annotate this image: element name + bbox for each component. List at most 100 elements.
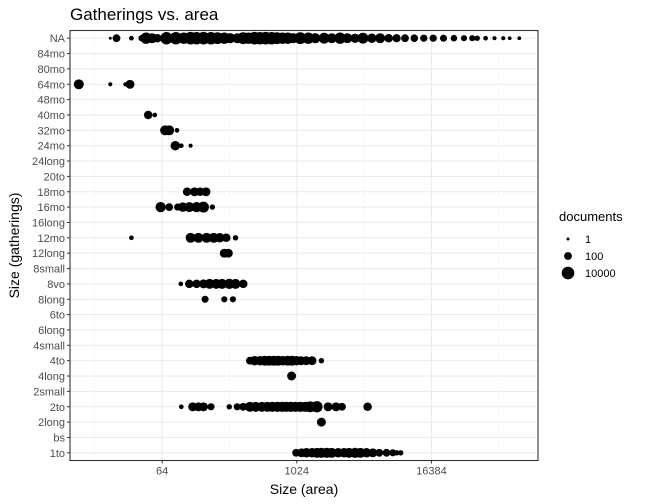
y-axis-title: Size (gatherings) bbox=[6, 193, 22, 299]
legend: documents 1 100 10000 bbox=[559, 209, 623, 280]
data-point bbox=[174, 127, 180, 133]
y-tick-label: 6long bbox=[38, 325, 65, 337]
data-point bbox=[178, 281, 184, 287]
legend-label: 100 bbox=[585, 251, 603, 263]
data-point bbox=[287, 371, 297, 381]
data-point bbox=[318, 32, 330, 44]
x-tick-label: 64 bbox=[156, 466, 168, 478]
data-point bbox=[492, 36, 497, 41]
legend-label: 1 bbox=[585, 234, 591, 246]
data-point bbox=[382, 448, 391, 457]
data-point bbox=[108, 36, 112, 40]
y-tick-label: 2to bbox=[50, 402, 65, 414]
data-point bbox=[160, 32, 173, 45]
y-tick-label: 4long bbox=[38, 371, 65, 383]
y-tick-label: bs bbox=[53, 432, 65, 444]
data-point bbox=[155, 202, 166, 213]
data-point bbox=[517, 36, 522, 41]
data-point bbox=[152, 112, 158, 118]
data-point bbox=[225, 33, 236, 44]
data-point bbox=[239, 402, 248, 411]
data-point bbox=[368, 448, 378, 458]
data-point bbox=[294, 32, 307, 45]
x-axis: 64 1024 16384 bbox=[156, 460, 447, 478]
data-point bbox=[215, 233, 225, 243]
data-point bbox=[323, 402, 333, 412]
y-tick-label: 8long bbox=[38, 294, 65, 306]
data-point bbox=[199, 402, 208, 412]
x-tick-label: 16384 bbox=[416, 466, 447, 478]
data-point bbox=[129, 235, 134, 241]
data-point bbox=[108, 82, 113, 87]
y-tick-label: 12long bbox=[32, 248, 65, 260]
y-tick-label: 20to bbox=[44, 171, 65, 183]
data-point bbox=[209, 204, 216, 210]
y-tick-label: 64mo bbox=[37, 79, 65, 91]
y-tick-label: 32mo bbox=[37, 125, 65, 137]
data-point bbox=[392, 34, 401, 43]
panel-background bbox=[70, 30, 538, 461]
y-tick-label: 40mo bbox=[37, 110, 65, 122]
data-point bbox=[338, 402, 346, 411]
data-point bbox=[238, 279, 248, 289]
data-point bbox=[125, 79, 135, 89]
data-point bbox=[170, 140, 181, 151]
data-point bbox=[316, 417, 326, 427]
data-point bbox=[483, 35, 488, 41]
data-point bbox=[201, 187, 211, 197]
data-point bbox=[185, 232, 196, 243]
data-point bbox=[230, 278, 241, 289]
data-point bbox=[318, 358, 325, 364]
y-tick-label: 6to bbox=[50, 310, 65, 322]
data-point bbox=[460, 35, 468, 42]
legend-label: 10000 bbox=[585, 268, 616, 280]
data-point bbox=[188, 143, 193, 148]
data-point bbox=[375, 448, 384, 457]
data-point bbox=[439, 34, 448, 42]
data-point bbox=[350, 33, 360, 43]
data-points bbox=[73, 31, 522, 458]
data-point bbox=[410, 34, 419, 42]
data-point bbox=[192, 279, 201, 289]
y-tick-label: 4small bbox=[33, 340, 65, 352]
legend-title: documents bbox=[559, 209, 623, 224]
x-axis-title: Size (area) bbox=[270, 481, 338, 497]
data-point bbox=[217, 278, 228, 289]
data-point bbox=[73, 79, 84, 90]
data-point bbox=[182, 187, 192, 197]
y-tick-label: 8small bbox=[33, 264, 65, 276]
panel-border bbox=[69, 29, 539, 462]
data-point bbox=[384, 33, 393, 43]
legend-key bbox=[561, 266, 575, 280]
data-point bbox=[112, 34, 121, 43]
data-point bbox=[311, 401, 323, 413]
y-tick-label: 80mo bbox=[37, 64, 65, 76]
legend-key bbox=[566, 237, 570, 241]
data-point bbox=[326, 33, 337, 44]
data-point bbox=[367, 33, 377, 43]
data-point bbox=[164, 125, 175, 136]
data-point bbox=[342, 33, 353, 44]
data-point bbox=[450, 34, 458, 42]
x-tick-label: 1024 bbox=[285, 466, 309, 478]
data-point bbox=[310, 33, 321, 44]
data-point bbox=[357, 32, 369, 44]
legend-key bbox=[564, 252, 572, 260]
data-point bbox=[507, 36, 512, 41]
data-point bbox=[375, 33, 386, 44]
y-tick-label: 24mo bbox=[37, 141, 65, 153]
data-point bbox=[226, 404, 232, 410]
data-point bbox=[334, 32, 346, 44]
y-tick-label: NA bbox=[50, 33, 66, 45]
data-point bbox=[201, 232, 212, 243]
y-tick-label: 16mo bbox=[37, 202, 65, 214]
y-tick-label: 16long bbox=[32, 217, 65, 229]
y-tick-label: 1to bbox=[50, 448, 65, 460]
y-tick-label: 8vo bbox=[47, 279, 65, 291]
data-point bbox=[129, 35, 134, 41]
data-point bbox=[223, 248, 233, 258]
data-point bbox=[207, 403, 215, 411]
data-point bbox=[393, 450, 400, 456]
data-point bbox=[469, 35, 476, 42]
grid bbox=[70, 30, 538, 461]
